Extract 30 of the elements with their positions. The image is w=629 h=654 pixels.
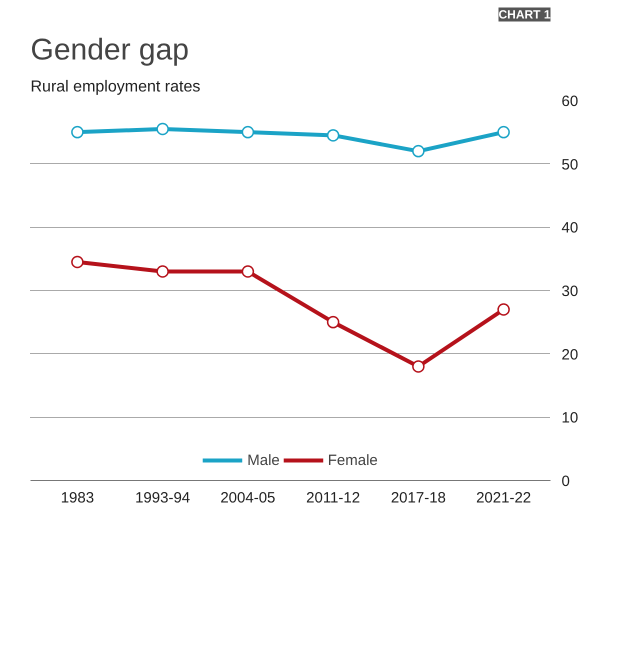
legend-label: Male [247,452,280,468]
y-tick-label: 60 [562,93,578,110]
y-tick-label: 20 [562,346,578,364]
y-tick-label: 40 [562,220,578,237]
point [156,122,169,136]
point [242,265,254,278]
y-tick-label: 10 [562,410,578,427]
x-tick-label: 2004-05 [220,490,276,506]
y-tick-label: 0 [562,473,570,490]
point [497,303,510,316]
y-tick-label: 30 [562,283,578,300]
x-tick-label: 2011-12 [306,490,360,506]
point [326,316,340,328]
point [326,129,340,142]
y-tick-label: 50 [562,156,578,174]
chart-subtitle: Rural employment rates [30,78,200,96]
x-tick-label: 1983 [60,490,94,506]
point [71,126,84,138]
point [412,144,425,158]
point [242,126,254,138]
chart-title: Gender gap [30,34,189,66]
x-tick-label: 1993-94 [135,490,190,506]
x-tick-label: 2017-18 [390,490,446,506]
point [71,256,84,268]
point [497,126,510,138]
point [156,265,169,278]
caption: CHART 1 [498,8,551,22]
point [412,360,425,373]
legend-label: Female [328,452,378,468]
x-tick-label: 2021-22 [476,490,532,506]
